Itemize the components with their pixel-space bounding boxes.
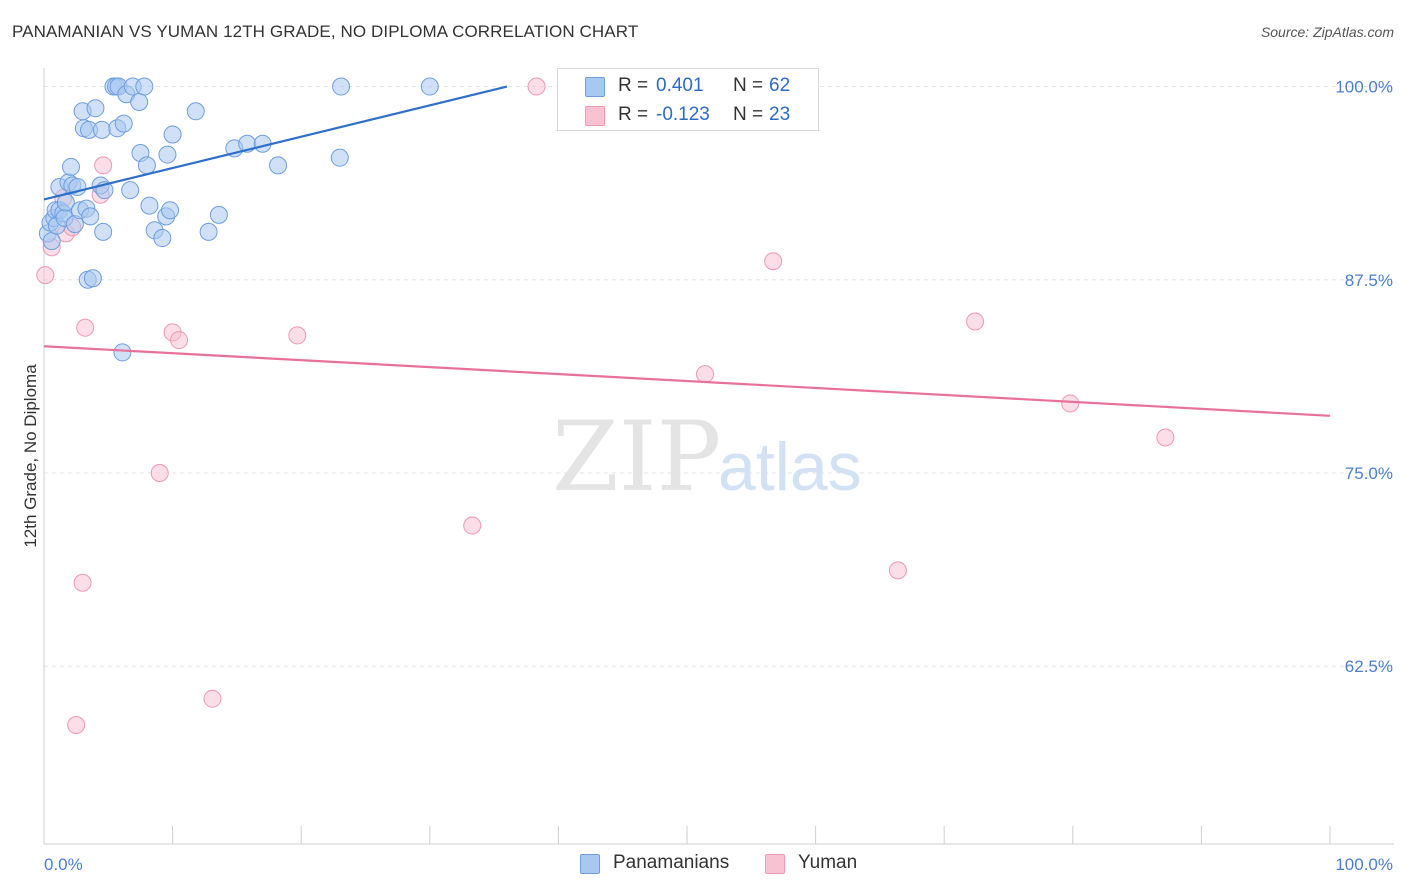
panamanian-point (121, 181, 140, 200)
gridlines (44, 86, 1394, 667)
chart-title: PANAMANIAN VS YUMAN 12TH GRADE, NO DIPLO… (12, 22, 639, 41)
legend-n-label: N = (733, 104, 764, 125)
panamanian-point (269, 156, 288, 175)
panamanian-point (209, 205, 228, 224)
yuman-point (170, 331, 189, 350)
x-tick-label-left: 0.0% (44, 855, 83, 874)
panamanian-point (161, 201, 180, 220)
legend-r-label: R = (618, 75, 649, 96)
panamanian-point (81, 207, 100, 226)
legend-n-value: 62 (769, 75, 791, 96)
yuman-point (36, 266, 55, 285)
legend-n-value: 23 (769, 104, 791, 125)
y-tick-label: 100.0% (1335, 78, 1393, 97)
panamanian-point (83, 269, 102, 288)
panamanian-point (86, 99, 105, 118)
yuman-point (463, 516, 482, 535)
panamanian-point (94, 222, 113, 241)
yuman-trend-line (43, 345, 1331, 417)
yuman-point (1156, 428, 1175, 447)
panamanian-point (62, 157, 81, 176)
panamanian-point (114, 114, 133, 133)
panamanians-label: Panamanians (613, 852, 730, 873)
panamanian-point (42, 232, 61, 251)
panamanian-point (130, 93, 149, 112)
yuman-point (94, 156, 113, 175)
yuman-point (527, 77, 546, 96)
x-tick-label-right: 100.0% (1335, 855, 1393, 874)
panamanian-point (330, 148, 349, 167)
yuman-point (764, 252, 783, 271)
panamanian-point (332, 77, 351, 96)
source-label: Source: ZipAtlas.com (1260, 24, 1394, 40)
legend-swatch-pink (585, 106, 605, 126)
panamanian-point (186, 102, 205, 121)
yuman-point (76, 318, 95, 337)
yuman-point (203, 689, 222, 708)
legend-r-label: R = (618, 104, 649, 125)
legend-row-yuman: R = -0.123 N = 23 (558, 100, 818, 130)
axes (43, 68, 1394, 845)
legend-row-panamanians: R = 0.401 N = 62 (558, 71, 818, 101)
yuman-point (696, 365, 715, 384)
scatter-points (36, 77, 1175, 734)
panamanian-point (113, 343, 132, 362)
y-tick-labels: 100.0% 87.5% 75.0% 62.5% (1335, 78, 1393, 677)
x-ticks (43, 826, 1331, 844)
legend-swatch-blue (585, 77, 605, 97)
watermark: ZIP atlas (552, 401, 862, 513)
yuman-point (288, 326, 307, 345)
watermark-atlas: atlas (718, 429, 862, 505)
yuman-point (73, 573, 92, 592)
legend-r-value: 0.401 (656, 75, 704, 96)
panamanian-trend-line (43, 85, 508, 201)
panamanians-swatch (580, 854, 600, 874)
yuman-label: Yuman (798, 852, 858, 873)
stats-legend: R = 0.401 N = 62 R = -0.123 N = 23 (557, 68, 819, 131)
yuman-swatch (765, 854, 785, 874)
yuman-point (966, 312, 985, 331)
yuman-point (888, 561, 907, 580)
legend-n-label: N = (733, 75, 764, 96)
panamanian-point (420, 77, 439, 96)
yuman-point (67, 715, 86, 734)
panamanian-point (158, 145, 177, 164)
panamanian-point (163, 125, 182, 144)
watermark-zip: ZIP (552, 401, 721, 513)
panamanian-point (140, 196, 159, 215)
panamanian-point (92, 120, 111, 139)
y-axis-label: 12th Grade, No Diploma (21, 364, 40, 548)
yuman-point (1061, 394, 1080, 413)
panamanian-point (199, 222, 218, 241)
legend-r-value: -0.123 (656, 104, 710, 125)
yuman-point (150, 464, 169, 483)
panamanian-point (153, 229, 172, 248)
y-tick-label: 62.5% (1345, 657, 1393, 676)
panamanian-point (137, 156, 156, 175)
trend-lines (43, 85, 1331, 417)
y-tick-label: 75.0% (1345, 464, 1393, 483)
y-tick-label: 87.5% (1345, 271, 1393, 290)
panamanian-point (135, 77, 154, 96)
